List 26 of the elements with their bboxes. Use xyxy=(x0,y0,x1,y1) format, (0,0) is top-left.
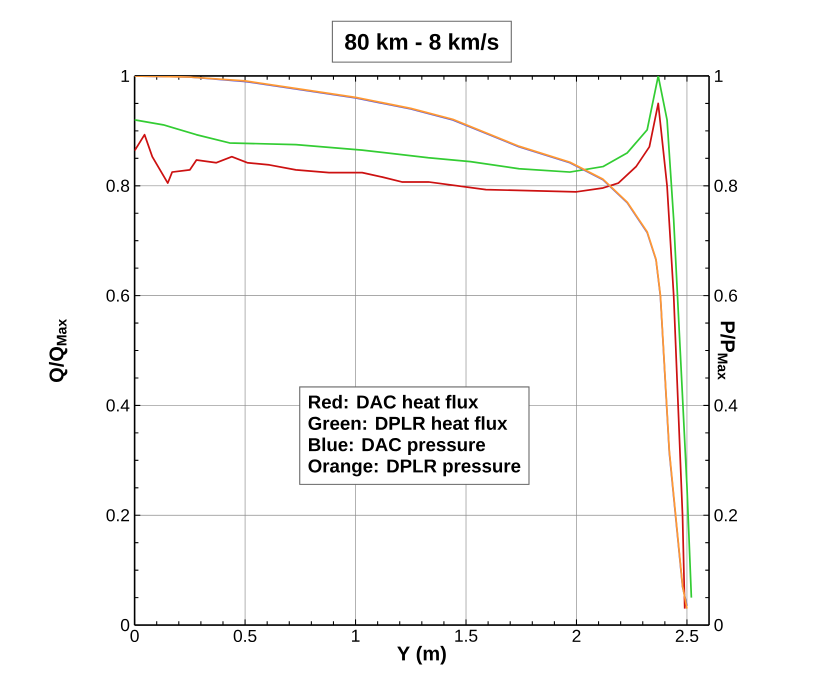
y-tick-label: 0.6 xyxy=(106,290,130,302)
y2-axis-title: P/P$_{Max}$ xyxy=(718,322,736,380)
y-tick-label: 0.2 xyxy=(106,509,130,522)
annotation: Red: DAC heat flux xyxy=(308,395,478,409)
y2-tick-label: 0 xyxy=(714,619,723,632)
annotation: Blue: DAC pressure xyxy=(308,438,486,456)
y2-tick-label: 0.8 xyxy=(714,180,738,192)
y-tick-label: 1 xyxy=(122,70,130,82)
x-tick-label: 2.5 xyxy=(676,630,698,642)
chart-title: 80 km - 8 km/s xyxy=(345,33,498,50)
y-axis-title: Q/Q$_{Max}$ xyxy=(48,319,68,382)
y2-tick-label: 0.6 xyxy=(714,290,738,302)
x-tick-label: 1 xyxy=(352,630,360,642)
y-tick-label: 0.4 xyxy=(106,399,130,412)
y2-tick-label: 1 xyxy=(715,70,723,82)
y-tick-label: 0.8 xyxy=(106,180,130,192)
y2-tick-label: 0.4 xyxy=(714,399,738,412)
y-tick-label: 0 xyxy=(120,619,130,632)
annotation: Green: DPLR heat flux xyxy=(308,416,508,430)
y2-tick-label: 0.2 xyxy=(714,509,737,522)
x-tick-label: 1.5 xyxy=(455,630,478,642)
x-tick-label: 0 xyxy=(130,630,139,642)
x-tick-label: 2 xyxy=(572,630,580,642)
x-tick-label: 0.5 xyxy=(234,630,256,642)
annotation: Orange: DPLR pressure xyxy=(308,459,520,476)
x-axis-title: Y (m) xyxy=(397,646,446,665)
